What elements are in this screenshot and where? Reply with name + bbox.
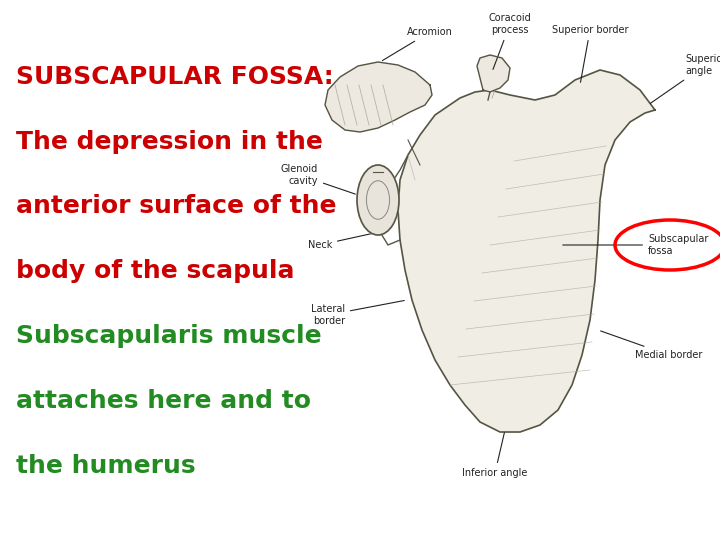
Text: Superior
angle: Superior angle: [650, 54, 720, 104]
Polygon shape: [325, 62, 432, 132]
Text: Inferior angle: Inferior angle: [462, 433, 528, 478]
Text: Superior border: Superior border: [552, 25, 629, 82]
Text: The depression in the: The depression in the: [16, 130, 323, 153]
Text: Subscapularis muscle: Subscapularis muscle: [16, 324, 321, 348]
Text: Lateral
border: Lateral border: [311, 301, 404, 326]
Text: Medial border: Medial border: [600, 331, 703, 360]
Text: Acromion: Acromion: [382, 27, 453, 60]
Polygon shape: [477, 55, 510, 92]
Text: Coracoid
process: Coracoid process: [489, 14, 531, 70]
Text: attaches here and to: attaches here and to: [16, 389, 311, 413]
Text: body of the scapula: body of the scapula: [16, 259, 294, 283]
Polygon shape: [398, 70, 655, 432]
Text: SUBSCAPULAR FOSSA:: SUBSCAPULAR FOSSA:: [16, 65, 333, 89]
Text: Neck: Neck: [307, 231, 385, 250]
Text: Subscapular
fossa: Subscapular fossa: [563, 234, 708, 256]
Text: anterior surface of the: anterior surface of the: [16, 194, 336, 218]
Text: Glenoid
cavity: Glenoid cavity: [281, 164, 356, 194]
Ellipse shape: [357, 165, 399, 235]
Text: the humerus: the humerus: [16, 454, 195, 477]
